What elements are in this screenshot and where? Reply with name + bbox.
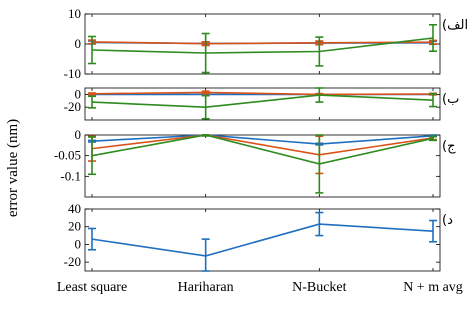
axes-frame bbox=[84, 134, 441, 198]
error-bar bbox=[315, 211, 324, 237]
series-green bbox=[88, 87, 437, 120]
panel-1: -200 (ب bbox=[64, 86, 459, 121]
series-line bbox=[91, 37, 434, 54]
series-line bbox=[91, 134, 434, 165]
error-bar bbox=[315, 36, 324, 67]
y-tick-label: -20 bbox=[64, 254, 81, 269]
error-bar bbox=[201, 32, 210, 74]
y-axis-label: error value (nm) bbox=[5, 119, 21, 217]
y-tick-label: 0 bbox=[75, 236, 82, 251]
error-bar bbox=[201, 94, 210, 120]
y-tick-label: 10 bbox=[68, 6, 81, 21]
series-line bbox=[91, 134, 434, 156]
series-line bbox=[91, 94, 434, 109]
error-bar bbox=[201, 134, 210, 137]
y-tick-label: 0 bbox=[75, 86, 82, 101]
series-line bbox=[91, 134, 434, 145]
error-bar bbox=[88, 95, 96, 109]
y-tick-label: -10 bbox=[64, 66, 81, 81]
panel-3: -20 0 20 40 (د bbox=[64, 201, 453, 272]
series-blue bbox=[88, 211, 437, 272]
x-category-labels: Least square Hariharan N-Bucket N + m avg bbox=[57, 280, 463, 295]
series-line bbox=[91, 41, 434, 45]
error-bar bbox=[201, 90, 210, 95]
error-bar bbox=[88, 227, 96, 251]
y-tick-label: 40 bbox=[68, 201, 81, 216]
series-green bbox=[88, 23, 437, 74]
error-bar bbox=[429, 219, 437, 243]
axes-frame bbox=[84, 208, 441, 272]
y-tick-label: -20 bbox=[64, 99, 81, 114]
x-category-label: Hariharan bbox=[178, 280, 234, 295]
series-orange bbox=[88, 39, 437, 47]
error-bar bbox=[315, 134, 324, 194]
error-bar bbox=[429, 135, 437, 142]
x-category-label: N-Bucket bbox=[292, 280, 347, 295]
y-tick-label: -0.05 bbox=[54, 148, 81, 163]
series-orange bbox=[88, 134, 437, 175]
error-bar bbox=[201, 238, 210, 272]
y-tick-label: 20 bbox=[68, 219, 81, 234]
x-category-label: N + m avg bbox=[403, 280, 463, 295]
panel-label: (ب bbox=[442, 92, 459, 107]
axes-frame bbox=[84, 87, 441, 121]
panel-2: -0.1 -0.05 0 (ج bbox=[54, 127, 456, 198]
series-green bbox=[88, 134, 437, 194]
series-line bbox=[91, 223, 434, 257]
error-bar bbox=[88, 136, 96, 176]
error-bar bbox=[429, 23, 437, 53]
y-tick-label: 0 bbox=[75, 36, 82, 51]
panel-label: (د bbox=[442, 213, 453, 228]
panel-0: -10 0 10 (الف bbox=[64, 6, 468, 81]
error-bar bbox=[315, 87, 324, 103]
y-tick-label: -0.1 bbox=[60, 168, 81, 183]
series-line bbox=[91, 91, 434, 96]
error-bar bbox=[429, 92, 437, 108]
y-tick-label: 0 bbox=[75, 127, 82, 142]
panel-label: (ج bbox=[442, 139, 456, 154]
error-bar bbox=[88, 35, 96, 65]
panel-label: (الف bbox=[442, 18, 468, 33]
x-category-label: Least square bbox=[57, 280, 127, 295]
error-bar bbox=[88, 92, 96, 96]
